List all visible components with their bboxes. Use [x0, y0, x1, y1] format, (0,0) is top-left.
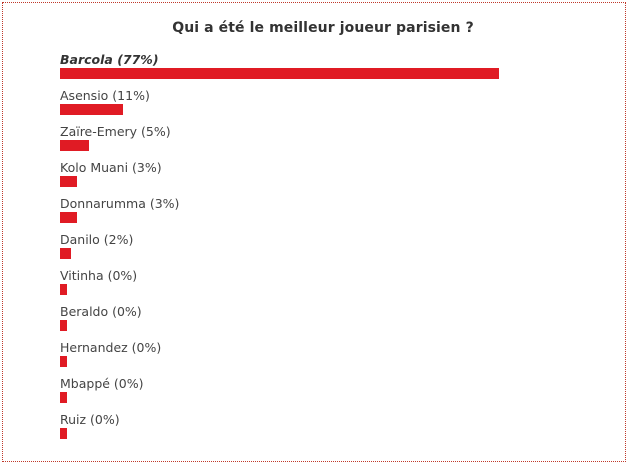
poll-result-bar-track: [60, 248, 499, 259]
poll-option: Zaïre-Emery (5%): [60, 123, 620, 159]
poll-result-bar-track: [60, 140, 499, 151]
poll-result-bar-track: [60, 320, 499, 331]
poll-option: Vitinha (0%): [60, 267, 620, 303]
poll-result-bar: [60, 320, 67, 331]
poll-option-label: Barcola (77%): [60, 52, 159, 67]
poll-result-bar: [60, 428, 67, 439]
poll-option: Asensio (11%): [60, 87, 620, 123]
poll-result-bar: [60, 284, 67, 295]
poll-result-bar: [60, 176, 78, 187]
poll-option: Donnarumma (3%): [60, 195, 620, 231]
poll-result-bar: [60, 212, 78, 223]
poll-option-label: Donnarumma (3%): [60, 196, 180, 211]
poll-option-label: Zaïre-Emery (5%): [60, 124, 171, 139]
poll-option-label: Hernandez (0%): [60, 340, 162, 355]
poll-option-label: Kolo Muani (3%): [60, 160, 162, 175]
poll-result-bar-track: [60, 212, 499, 223]
poll-option-label: Asensio (11%): [60, 88, 150, 103]
poll-option: Beraldo (0%): [60, 303, 620, 339]
poll-result-bar-track: [60, 284, 499, 295]
poll-options: Barcola (77%) Asensio (11%) Zaïre-Emery (5…: [60, 51, 620, 447]
poll-option-label: Vitinha (0%): [60, 268, 138, 283]
poll-option: Danilo (2%): [60, 231, 620, 267]
poll-result-bar: [60, 392, 67, 403]
poll-result-bar-track: [60, 392, 499, 403]
poll-result-bar: [60, 356, 67, 367]
poll-result-bar: [60, 248, 72, 259]
poll-option-label: Danilo (2%): [60, 232, 134, 247]
poll-option: Barcola (77%): [60, 51, 620, 87]
poll-option: Hernandez (0%): [60, 339, 620, 375]
poll-option: Kolo Muani (3%): [60, 159, 620, 195]
poll-result-bar-track: [60, 176, 499, 187]
poll-option: Mbappé (0%): [60, 375, 620, 411]
poll-result-bar-track: [60, 68, 499, 79]
poll-result-bar: [60, 140, 89, 151]
poll-option-label: Mbappé (0%): [60, 376, 144, 391]
poll-result-bar-track: [60, 428, 499, 439]
poll-result-bar: [60, 104, 123, 115]
poll-option-label: Beraldo (0%): [60, 304, 142, 319]
poll-option: Ruiz (0%): [60, 411, 620, 447]
poll-result-bar: [60, 68, 499, 79]
poll-title: Qui a été le meilleur joueur parisien ?: [172, 20, 474, 36]
poll-result-bar-track: [60, 356, 499, 367]
poll-option-label: Ruiz (0%): [60, 412, 120, 427]
poll-result-bar-track: [60, 104, 499, 115]
